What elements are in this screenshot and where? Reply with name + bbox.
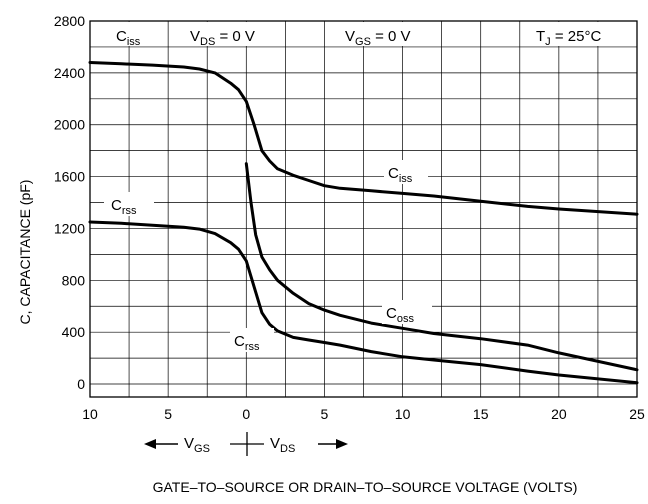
- crss-center-label-bg: [230, 328, 274, 352]
- x-tick-label: 5: [164, 406, 172, 422]
- y-tick-label: 2400: [54, 65, 85, 81]
- vds-direction-label: VDS: [270, 435, 295, 455]
- ciss-right-label: Ciss: [388, 165, 413, 185]
- crss-left-label: Crss: [111, 197, 137, 217]
- x-tick-label: 10: [82, 406, 98, 422]
- vgs-header-bg: [336, 22, 430, 46]
- vds-header-bg: [182, 22, 274, 46]
- direction-indicator: VGS VDS: [144, 432, 348, 456]
- y-tick-label: 1600: [54, 169, 85, 185]
- coss-label-bg: [382, 300, 432, 324]
- y-tick-labels: 0 400 800 1200 1600 2000 2400 2800: [54, 13, 85, 392]
- ciss-right-label-bg: [384, 160, 428, 184]
- series-line-coss: [244, 162, 639, 372]
- crss-left-label-bg: [104, 192, 154, 216]
- tj-header-bg: [528, 22, 632, 46]
- vds-header-label: VDS = 0 V: [190, 28, 255, 48]
- ciss-header-bg: [108, 22, 164, 46]
- header-labels: Ciss VDS = 0 V VGS = 0 V TJ = 25°C: [108, 22, 632, 48]
- vgs-direction-label: VGS: [184, 435, 210, 455]
- y-tick-label: 2800: [54, 13, 85, 29]
- x-tick-label: 0: [242, 406, 250, 422]
- crss-center-label: Crss: [234, 333, 260, 353]
- tj-header-label: TJ = 25°C: [536, 28, 601, 48]
- y-tick-label: 0: [77, 376, 85, 392]
- x-tick-label: 15: [473, 406, 489, 422]
- y-tick-label: 800: [62, 272, 86, 288]
- vds-arrow-head: [336, 439, 348, 449]
- y-tick-label: 1200: [54, 220, 85, 236]
- plot-frame: [89, 20, 638, 398]
- x-tick-labels: 10 5 0 5 10 15 20 25: [82, 406, 645, 422]
- x-tick-label: 20: [551, 406, 567, 422]
- series-line-ciss: [88, 61, 639, 216]
- x-axis-title: GATE–TO–SOURCE OR DRAIN–TO–SOURCE VOLTAG…: [153, 479, 578, 495]
- y-tick-label: 400: [62, 324, 86, 340]
- series-labels: Crss Ciss Coss Crss: [104, 160, 432, 353]
- ciss-header-label: Ciss: [116, 28, 141, 48]
- coss-label: Coss: [386, 305, 414, 325]
- vgs-header-label: VGS = 0 V: [345, 28, 411, 48]
- x-tick-label: 10: [395, 406, 411, 422]
- series-layer: [88, 61, 639, 385]
- series-line-crss: [88, 220, 639, 385]
- y-tick-label: 2000: [54, 117, 85, 133]
- x-tick-label: 25: [629, 406, 645, 422]
- x-tick-label: 5: [321, 406, 329, 422]
- vgs-arrow-head: [144, 439, 156, 449]
- y-axis-title: C, CAPACITANCE (pF): [17, 180, 33, 325]
